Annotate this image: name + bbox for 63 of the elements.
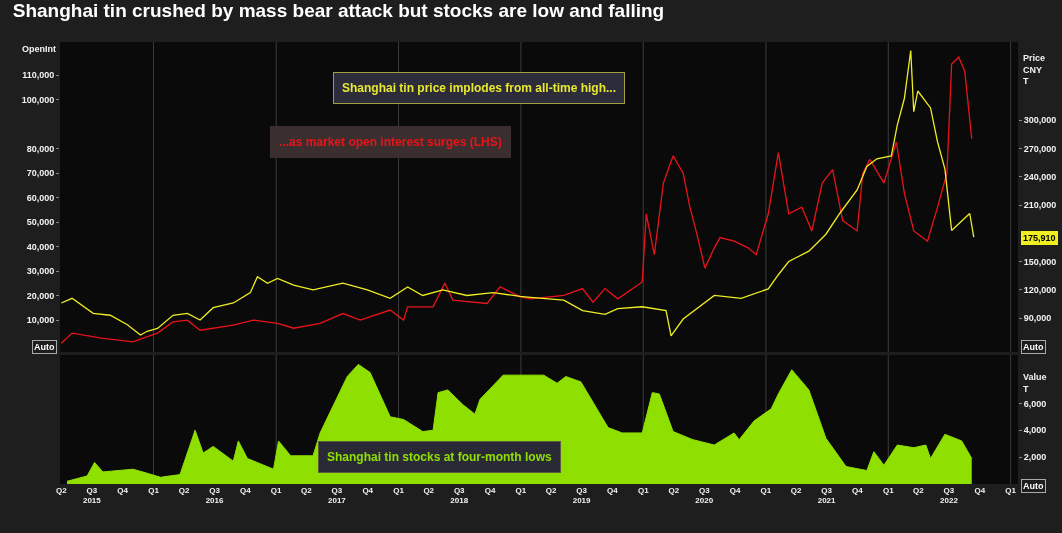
y-axis-title: OpenInt: [22, 44, 56, 54]
y-tick-label: 4,000: [1023, 425, 1047, 436]
x-tick-label: Q3 2017: [327, 486, 347, 506]
y-tick-label: 2,000: [1023, 452, 1047, 463]
x-tick-label: Q2: [545, 486, 557, 495]
x-tick-label: Q1: [515, 486, 527, 495]
x-tick-label: Q2: [790, 486, 802, 495]
y2-tick-label: 240,000: [1023, 171, 1057, 182]
x-tick-label: Q4: [974, 486, 986, 495]
x-tick-label: Q1: [148, 486, 160, 495]
y-axis-title: Value T: [1023, 372, 1047, 394]
y-tick-label: 70,000: [26, 168, 55, 179]
annotation: Shanghai tin stocks at four-month lows: [327, 450, 552, 464]
y2-tick-label: 120,000: [1023, 284, 1057, 295]
x-tick-label: Q3 2015: [82, 486, 102, 506]
x-tick-label: Q2: [423, 486, 435, 495]
x-tick-label: Q1: [1005, 486, 1017, 495]
x-tick-label: Q1: [393, 486, 405, 495]
x-tick-label: Q4: [729, 486, 741, 495]
x-tick-label: Q2: [668, 486, 680, 495]
y2-tick-label: 270,000: [1023, 143, 1057, 154]
y-tick-label: 80,000: [26, 143, 55, 154]
y-tick-label: 40,000: [26, 241, 55, 252]
x-tick-label: Q3 2018: [450, 486, 469, 506]
annotation: ...as market open interest surges (LHS): [279, 135, 502, 149]
y2-tick-label: 300,000: [1023, 115, 1057, 126]
y-tick-label: 100,000: [21, 94, 55, 105]
x-tick-label: Q3 2021: [817, 486, 837, 506]
y-tick-label: 10,000: [26, 315, 55, 326]
x-tick-label: Q2: [913, 486, 925, 495]
y2-tick-label: 150,000: [1023, 256, 1057, 267]
x-tick-label: Q4: [852, 486, 864, 495]
y-tick-label: 60,000: [26, 192, 55, 203]
x-tick-label: Q4: [117, 486, 129, 495]
x-tick-label: Q3 2020: [695, 486, 714, 506]
x-tick-label: Q4: [240, 486, 252, 495]
y2-tick-label: 90,000: [1023, 313, 1052, 324]
x-tick-label: Q3 2016: [205, 486, 224, 506]
x-tick-label: Q3 2019: [572, 486, 592, 506]
text: Auto: [1023, 342, 1044, 352]
chart-title: Shanghai tin crushed by mass bear attack but stocks are low and falling: [12, 0, 665, 22]
y-tick-label: 110,000: [22, 70, 55, 81]
x-tick-label: Q2: [56, 486, 68, 495]
y-tick-label: 50,000: [26, 217, 55, 228]
x-tick-label: Q1: [270, 486, 283, 495]
text: Auto: [34, 342, 55, 352]
x-tick-label: Q1: [882, 486, 895, 495]
y-tick-label: 20,000: [26, 290, 55, 301]
x-tick-label: Q1: [760, 486, 772, 495]
x-tick-label: Q2: [178, 486, 190, 495]
x-tick-label: Q4: [484, 486, 496, 495]
y-tick-label: 6,000: [1023, 398, 1047, 409]
text: Auto: [1023, 481, 1044, 491]
x-tick-label: Q1: [637, 486, 650, 495]
y-tick-label: 30,000: [26, 266, 55, 277]
annotation: Shanghai tin price implodes from all-time high...: [342, 81, 617, 95]
x-tick-label: Q3 2022: [940, 486, 959, 506]
x-tick-label: Q4: [362, 486, 374, 495]
x-tick-label: Q2: [301, 486, 313, 495]
y2-axis-title: Price CNY T: [1023, 53, 1046, 87]
x-tick-label: Q4: [607, 486, 619, 495]
text: 175,910: [1023, 233, 1056, 243]
y2-tick-label: 210,000: [1023, 200, 1057, 211]
